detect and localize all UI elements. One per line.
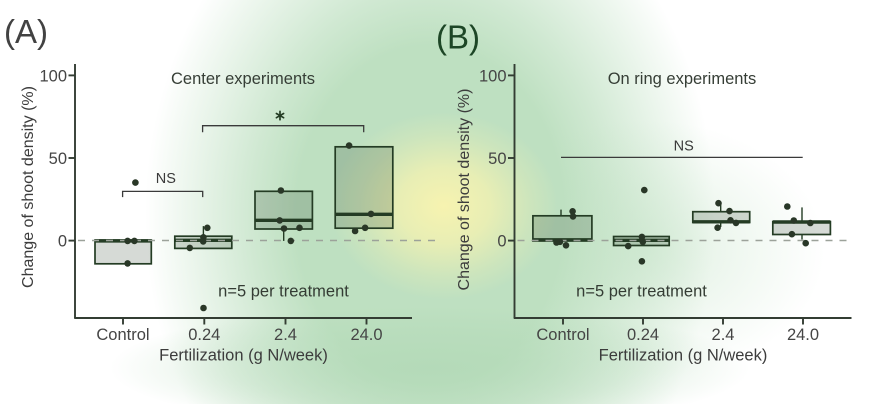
- svg-text:0: 0: [58, 233, 67, 251]
- svg-text:(A): (A): [4, 13, 48, 50]
- svg-text:50: 50: [488, 150, 506, 168]
- svg-text:24.0: 24.0: [787, 326, 819, 344]
- svg-text:0.24: 0.24: [627, 326, 659, 344]
- svg-text:n=5 per treatment: n=5 per treatment: [218, 283, 349, 301]
- svg-text:0.24: 0.24: [188, 326, 220, 344]
- svg-text:n=5 per treatment: n=5 per treatment: [576, 283, 707, 301]
- svg-text:Center experiments: Center experiments: [171, 70, 315, 88]
- svg-text:Control: Control: [96, 326, 149, 344]
- svg-text:2.4: 2.4: [712, 326, 735, 344]
- svg-text:Fertilization (g N/week): Fertilization (g N/week): [599, 347, 768, 365]
- svg-text:0: 0: [497, 233, 506, 251]
- svg-text:Control: Control: [536, 326, 589, 344]
- svg-text:100: 100: [479, 67, 507, 85]
- svg-text:2.4: 2.4: [274, 326, 297, 344]
- svg-text:50: 50: [49, 150, 67, 168]
- svg-text:NS: NS: [674, 139, 694, 155]
- svg-text:(B): (B): [436, 19, 480, 56]
- svg-text:100: 100: [39, 67, 67, 85]
- svg-text:On ring experiments: On ring experiments: [608, 70, 757, 88]
- svg-text:Change of shoot density (%): Change of shoot density (%): [456, 89, 473, 291]
- svg-text:NS: NS: [156, 171, 176, 187]
- svg-text:24.0: 24.0: [350, 326, 382, 344]
- svg-text:Fertilization (g N/week): Fertilization (g N/week): [159, 347, 328, 365]
- svg-text:Change of shoot density (%): Change of shoot density (%): [20, 86, 37, 288]
